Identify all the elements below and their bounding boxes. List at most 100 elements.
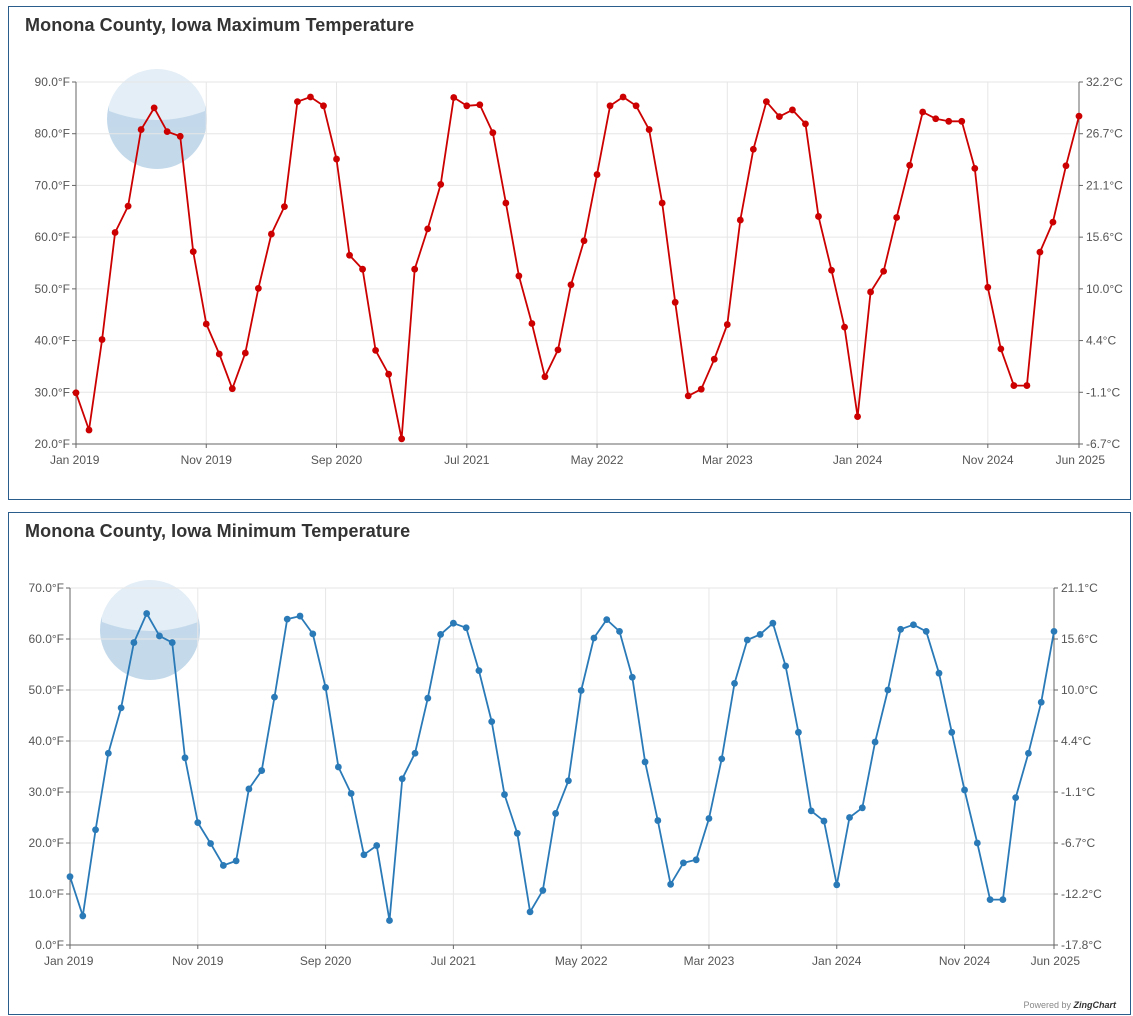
y-tick-label: 60.0°F <box>35 230 70 244</box>
data-point <box>616 627 623 635</box>
data-point <box>85 426 93 434</box>
x-tick-label: Jan 2019 <box>50 453 100 467</box>
data-point <box>958 117 966 125</box>
x-tick-label: Jul 2021 <box>431 954 477 968</box>
powered-by-credit[interactable]: Powered by ZingChart <box>1023 1000 1116 1010</box>
data-point <box>948 728 956 736</box>
data-point <box>697 385 705 393</box>
y2-tick-label: 32.2°C <box>1086 75 1123 89</box>
y2-tick-label: -17.8°C <box>1061 938 1102 952</box>
data-point <box>1050 627 1058 635</box>
data-point <box>628 673 636 681</box>
y-tick-label: 30.0°F <box>35 385 70 399</box>
x-tick-label: Jul 2021 <box>444 453 490 467</box>
data-point <box>194 819 202 826</box>
data-point <box>973 839 981 847</box>
data-point <box>718 755 726 763</box>
y2-tick-label: -6.7°C <box>1061 836 1095 850</box>
data-point <box>1012 794 1020 802</box>
data-point <box>372 346 379 354</box>
data-point <box>776 113 783 121</box>
data-point <box>846 814 853 821</box>
data-point <box>254 284 262 292</box>
y-tick-label: 70.0°F <box>29 581 64 595</box>
data-point <box>552 810 560 817</box>
data-point <box>841 323 848 331</box>
data-point <box>815 213 822 220</box>
data-point <box>386 917 393 924</box>
data-point <box>334 763 342 771</box>
data-point <box>489 129 497 137</box>
data-point <box>897 625 905 633</box>
data-point <box>871 738 879 746</box>
x-tick-label: Jan 2024 <box>812 954 862 968</box>
min-series-line <box>69 612 1055 922</box>
data-point <box>267 230 275 238</box>
data-point <box>684 392 692 400</box>
data-point <box>919 108 927 116</box>
x-tick-label: Jan 2024 <box>833 453 883 467</box>
data-point <box>513 829 521 837</box>
data-point <box>858 804 866 812</box>
x-tick-label: Jan 2019 <box>44 954 94 968</box>
max-noaa-logo-watermark <box>107 68 207 169</box>
data-point <box>789 106 796 114</box>
data-point <box>111 229 119 236</box>
y-tick-label: 70.0°F <box>35 178 70 192</box>
data-point <box>736 216 744 224</box>
data-point <box>92 826 99 834</box>
data-point <box>997 345 1005 353</box>
y2-tick-label: -6.7°C <box>1086 437 1120 451</box>
data-point <box>215 350 223 358</box>
min-data-points <box>66 610 1058 924</box>
data-point <box>163 128 171 136</box>
max-series-line <box>75 96 1080 440</box>
data-point <box>1025 749 1032 757</box>
data-point <box>945 117 953 125</box>
data-point <box>910 621 917 629</box>
data-point <box>398 775 406 783</box>
data-point <box>296 612 304 620</box>
x-tick-label: Jun 2025 <box>1056 453 1106 467</box>
data-point <box>564 777 572 785</box>
y2-tick-label: 15.6°C <box>1086 230 1123 244</box>
data-point <box>833 881 841 889</box>
data-point <box>501 791 508 798</box>
data-point <box>79 912 87 920</box>
data-point <box>98 336 106 343</box>
max-temperature-chart: 20.0°F -6.7°C 30.0°F -1.1°C 40.0°F 4.4°C 50.0°… <box>35 68 1123 467</box>
data-point <box>322 684 329 691</box>
credit-prefix: Powered by <box>1023 1000 1071 1010</box>
data-point <box>202 320 210 328</box>
data-point <box>228 385 236 393</box>
data-point <box>828 266 835 274</box>
data-point <box>66 873 74 881</box>
y2-tick-label: 15.6°C <box>1061 632 1098 646</box>
data-point <box>168 639 176 646</box>
y-tick-label: 40.0°F <box>29 734 64 748</box>
max-gridlines <box>75 81 1080 445</box>
data-point <box>463 102 471 110</box>
data-point <box>1010 382 1018 389</box>
x-tick-label: Nov 2019 <box>181 453 233 467</box>
data-point <box>577 687 585 694</box>
x-tick-label: Sep 2020 <box>300 954 352 968</box>
y2-tick-label: 4.4°C <box>1086 334 1116 348</box>
data-point <box>398 435 406 443</box>
data-point <box>971 164 979 172</box>
data-point <box>541 373 549 381</box>
data-point <box>854 413 861 420</box>
max-data-points <box>72 93 1083 443</box>
data-point <box>137 126 145 133</box>
data-point <box>645 126 653 133</box>
data-point <box>176 132 184 140</box>
data-point <box>283 615 291 623</box>
x-tick-label: Mar 2023 <box>702 453 753 467</box>
y-tick-label: 50.0°F <box>35 282 70 296</box>
data-point <box>658 199 666 207</box>
data-point <box>1036 248 1044 256</box>
data-point <box>935 669 943 677</box>
data-point <box>245 785 253 793</box>
min-noaa-logo-watermark <box>100 579 200 680</box>
data-point <box>743 636 751 644</box>
